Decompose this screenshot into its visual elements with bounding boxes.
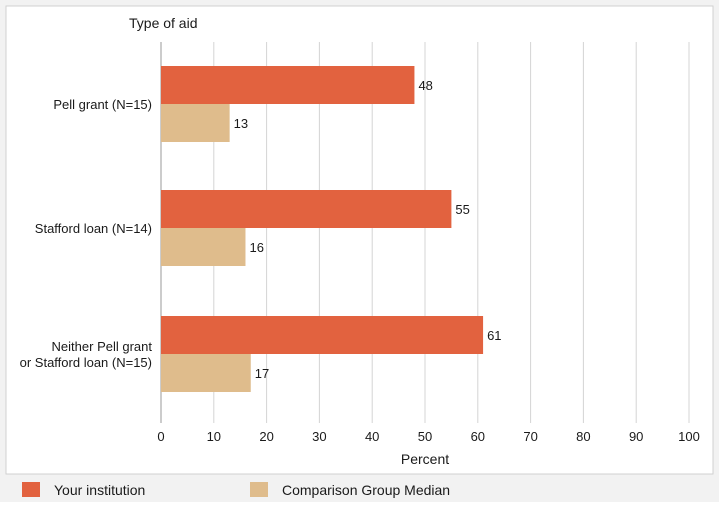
data-label: 55 (455, 202, 469, 217)
x-tick-label: 80 (576, 429, 590, 444)
category-labels-group: Pell grant (N=15) Stafford loan (N=14) Nei… (20, 97, 153, 370)
data-label: 61 (487, 328, 501, 343)
legend-swatch (250, 482, 268, 497)
data-label: 17 (255, 366, 269, 381)
category-label: Pell grant (N=15) (53, 97, 152, 112)
data-label: 13 (234, 116, 248, 131)
legend-label: Comparison Group Median (282, 482, 450, 498)
category-label: Stafford loan (N=14) (35, 221, 152, 236)
category-label: or Stafford loan (N=15) (20, 355, 152, 370)
bar-your-institution (161, 190, 452, 228)
x-axis-label: Percent (401, 451, 449, 467)
legend-swatch (22, 482, 40, 497)
x-tick-label: 100 (678, 429, 700, 444)
bar-comparison-median (161, 354, 251, 392)
category-label: Neither Pell grant (52, 339, 153, 354)
x-tick-label: 0 (157, 429, 164, 444)
x-tick-label: 90 (629, 429, 643, 444)
x-tick-label: 50 (418, 429, 432, 444)
x-tick-label: 70 (523, 429, 537, 444)
bar-comparison-median (161, 228, 246, 266)
data-labels-group: 48 55 61 13 16 17 (234, 78, 502, 381)
x-tick-label: 60 (471, 429, 485, 444)
bars-group (161, 66, 484, 392)
x-tick-label: 40 (365, 429, 379, 444)
bar-your-institution (161, 66, 415, 104)
x-tick-label: 30 (312, 429, 326, 444)
chart-title: Type of aid (129, 15, 198, 31)
gridlines (160, 42, 690, 423)
x-tick-label: 10 (207, 429, 221, 444)
legend: Your institution Comparison Group Median (22, 482, 450, 498)
data-label: 48 (418, 78, 432, 93)
bar-comparison-median (161, 104, 230, 142)
legend-label: Your institution (54, 482, 145, 498)
bar-your-institution (161, 316, 484, 354)
data-label: 16 (249, 240, 263, 255)
tick-labels-group: 0 10 20 30 40 50 60 70 80 90 100 (157, 429, 699, 444)
x-tick-label: 20 (259, 429, 273, 444)
